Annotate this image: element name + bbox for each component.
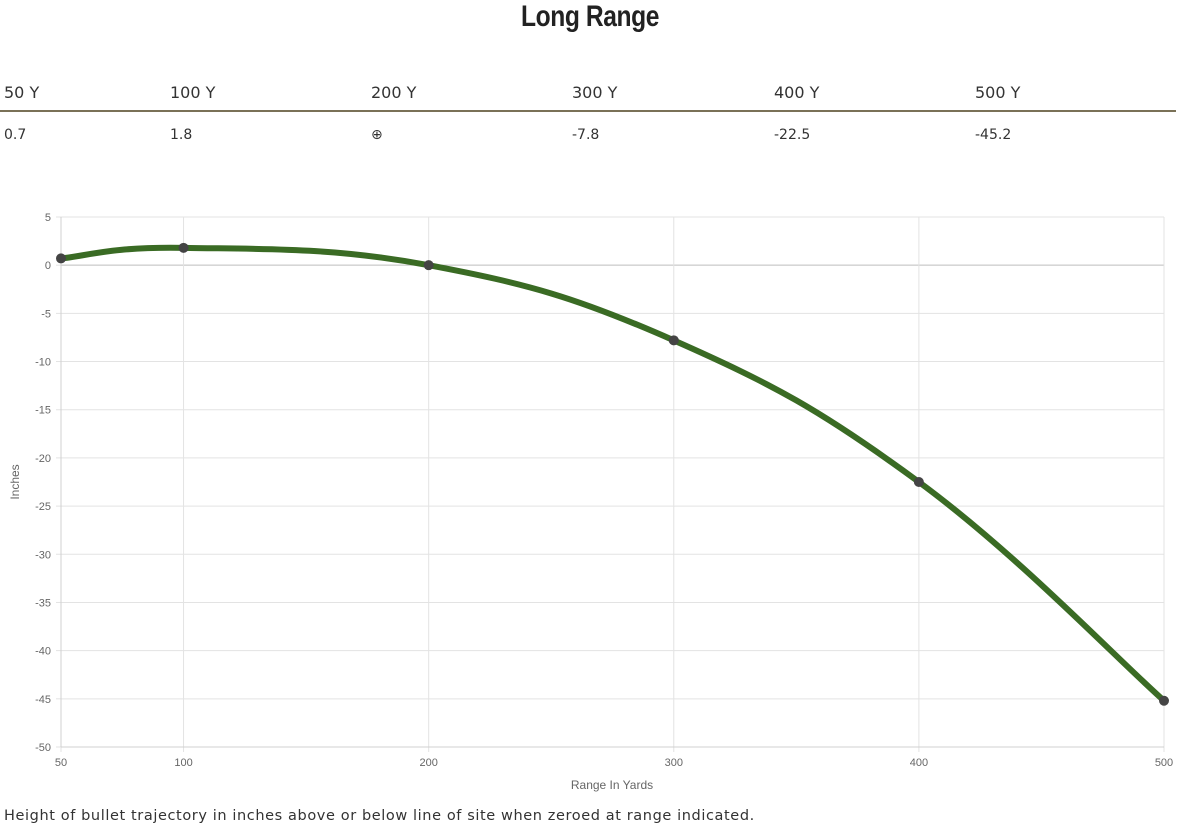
table-header-row: 50 Y 100 Y 200 Y 300 Y 400 Y 500 Y: [0, 76, 1176, 112]
y-tick-label: -30: [35, 549, 51, 561]
y-tick-label: -45: [35, 694, 51, 706]
header-300y: 300 Y: [572, 83, 618, 102]
y-tick-label: -40: [35, 646, 51, 658]
y-tick-label: -20: [35, 453, 51, 465]
y-tick-label: 5: [45, 212, 51, 224]
y-tick-label: -35: [35, 597, 51, 609]
trajectory-line: [58, 244, 1167, 704]
header-400y: 400 Y: [774, 83, 820, 102]
value-300y: -7.8: [572, 127, 600, 143]
header-100y: 100 Y: [170, 83, 216, 102]
header-200y: 200 Y: [371, 83, 417, 102]
data-point: [913, 477, 924, 487]
y-tick-label: -5: [41, 308, 51, 320]
trajectory-table: 50 Y 100 Y 200 Y 300 Y 400 Y 500 Y 0.7 1…: [0, 76, 1176, 152]
x-tick-label: 100: [174, 757, 192, 769]
chart-footnote: Height of bullet trajectory in inches ab…: [4, 808, 755, 824]
y-axis-label: Inches: [8, 464, 22, 499]
x-tick-label: 500: [1155, 757, 1173, 769]
data-point: [56, 253, 66, 264]
x-tick-label: 300: [665, 757, 683, 769]
x-tick-label: 50: [55, 757, 67, 769]
page-title: Long Range: [520, 0, 660, 33]
chart-grid: [56, 216, 1165, 752]
y-tick-label: -15: [35, 405, 51, 417]
table-row: 0.7 1.8 ⊕ -7.8 -22.5 -45.2: [0, 112, 1176, 152]
x-tick-label: 400: [910, 757, 928, 769]
data-point: [1159, 695, 1169, 706]
y-tick-label: -50: [35, 742, 51, 754]
value-100y: 1.8: [170, 127, 193, 143]
y-tick-label: -10: [35, 357, 51, 369]
data-point: [423, 260, 434, 271]
header-500y: 500 Y: [975, 83, 1021, 102]
crosshair-zero-icon: ⊕: [371, 127, 383, 143]
value-400y: -22.5: [774, 127, 811, 143]
data-point: [668, 335, 679, 346]
data-point: [178, 242, 189, 253]
y-tick-label: 0: [45, 260, 51, 272]
data-point-markers: [56, 242, 1169, 706]
value-50y: 0.7: [4, 127, 27, 143]
value-500y: -45.2: [975, 127, 1012, 143]
y-tick-label: -25: [35, 501, 51, 513]
x-tick-label: 200: [419, 757, 437, 769]
header-50y: 50 Y: [4, 83, 40, 102]
x-axis-label: Range In Yards: [571, 778, 653, 792]
